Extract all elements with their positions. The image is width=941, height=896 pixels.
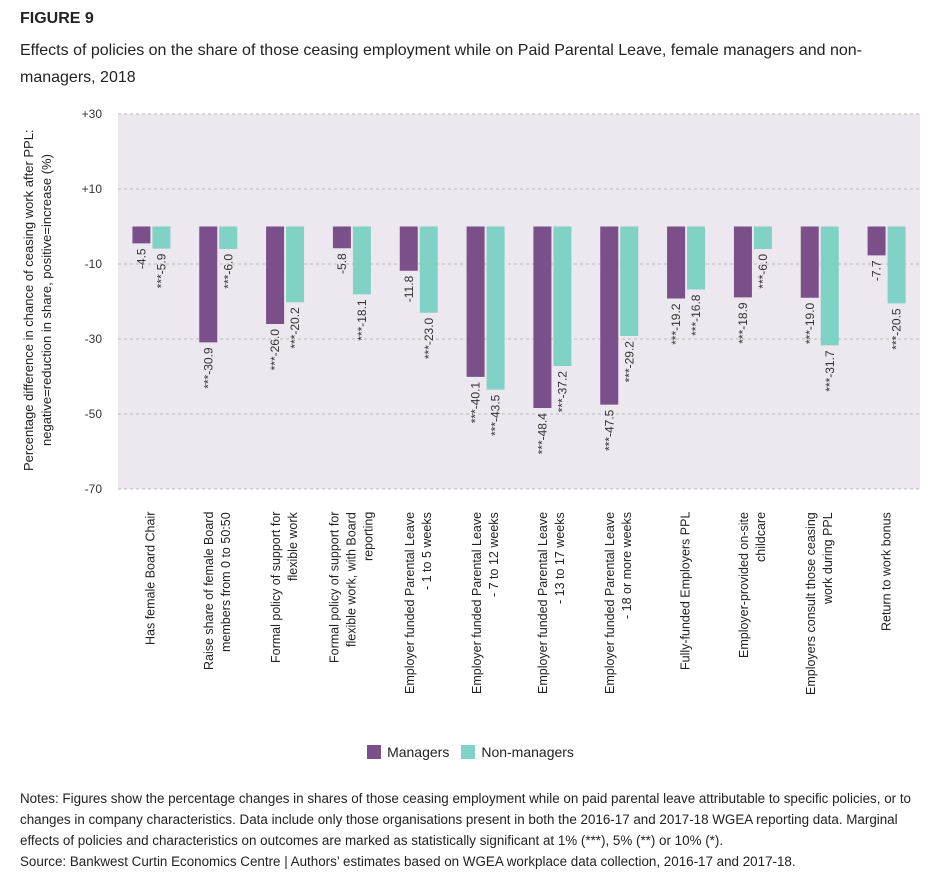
- value-label: -4.5: [134, 248, 148, 269]
- bar: [687, 226, 706, 290]
- value-label: ***-37.2: [555, 371, 569, 413]
- bar: [419, 226, 438, 313]
- bar: [887, 226, 906, 304]
- bar: [399, 226, 418, 271]
- notes-text: Notes: Figures show the percentage chang…: [20, 791, 911, 848]
- x-tick-label: Raise share of female Board members from…: [202, 512, 234, 671]
- bar: [620, 226, 639, 336]
- figure-label: FIGURE 9: [20, 10, 94, 27]
- value-label: ***-18.1: [355, 299, 369, 341]
- y-tick-label: -30: [85, 332, 103, 346]
- notes: Notes: Figures show the percentage chang…: [20, 788, 930, 872]
- value-label: ***-23.0: [422, 317, 436, 359]
- value-label: ***-30.9: [201, 347, 215, 389]
- value-label: ***-29.2: [622, 341, 636, 383]
- legend-swatch: [367, 745, 382, 759]
- bar: [199, 226, 218, 343]
- bar: [753, 226, 772, 249]
- value-label: ***-20.5: [890, 308, 904, 350]
- x-tick-label: Employers consult those ceasing work dur…: [803, 512, 835, 695]
- y-tick-label: +10: [82, 182, 103, 196]
- y-tick-label: -70: [85, 482, 103, 496]
- bar: [486, 226, 505, 390]
- bar: [332, 226, 351, 249]
- x-tick-label: Has female Board Chair: [143, 512, 158, 646]
- bar: [132, 226, 151, 244]
- x-tick-label: Formal policy of support for flexible wo…: [327, 512, 376, 664]
- legend-item: Non-managers: [461, 744, 574, 760]
- chart: +30 +10 -10 -30 -50 -70 -4.5 ***-30.9 ***-26.0 -5…: [82, 107, 920, 496]
- bar: [553, 226, 572, 366]
- x-tick-label: Fully-funded Employers PPL: [678, 512, 693, 671]
- value-label: ***-40.1: [469, 382, 483, 424]
- value-label: ***-6.0: [756, 254, 770, 289]
- bar: [800, 226, 819, 298]
- value-label: ***-19.0: [803, 302, 817, 344]
- value-label: ***-26.0: [268, 329, 282, 371]
- bar: [820, 226, 839, 346]
- value-label: ***-48.4: [535, 413, 549, 455]
- value-label: -11.8: [402, 275, 416, 302]
- value-label: ***-18.9: [736, 302, 750, 344]
- value-label: ***-31.7: [823, 350, 837, 392]
- y-tick-label: +30: [82, 107, 103, 121]
- legend: Managers Non-managers: [0, 744, 941, 762]
- chart-title: Effects of policies on the share of thos…: [20, 42, 862, 86]
- bar: [466, 226, 485, 377]
- bar: [266, 226, 285, 324]
- y-tick-label: -10: [85, 257, 103, 271]
- value-label: ***-19.2: [669, 303, 683, 345]
- value-label: ***-47.5: [602, 409, 616, 451]
- legend-item: Managers: [367, 744, 449, 760]
- bar: [286, 226, 305, 303]
- bar: [152, 226, 171, 249]
- x-tick-label: Employer funded Parental Leave - 18 or m…: [603, 512, 635, 695]
- bar: [667, 226, 686, 299]
- legend-label: Managers: [387, 744, 450, 760]
- y-axis-title: Percentage difference in chance of ceasi…: [21, 129, 54, 471]
- x-tick-label: Employer funded Parental Leave - 13 to 1…: [536, 512, 568, 695]
- plot-background: [118, 114, 920, 489]
- legend-label: Non-managers: [481, 744, 574, 760]
- bar: [533, 226, 552, 408]
- value-label: ***-6.0: [221, 254, 235, 289]
- bar: [352, 226, 371, 295]
- bar: [867, 226, 886, 256]
- value-label: ***-20.2: [288, 307, 302, 349]
- value-label: -5.8: [335, 253, 349, 274]
- bar: [600, 226, 619, 405]
- value-label: ***-16.8: [689, 294, 703, 336]
- y-tick-label: -50: [85, 407, 103, 421]
- legend-swatch: [461, 745, 476, 759]
- bar: [219, 226, 238, 249]
- x-tick-label: Employer-provided on-site childcare: [736, 512, 768, 658]
- value-label: -7.7: [870, 260, 884, 281]
- x-tick-label: Employer funded Parental Leave - 7 to 12…: [469, 512, 501, 695]
- x-tick-label: Employer funded Parental Leave - 1 to 5 …: [402, 512, 434, 695]
- value-label: ***-5.9: [154, 253, 168, 288]
- source-text: Source: Bankwest Curtin Economics Centre…: [20, 854, 796, 869]
- x-tick-label: Return to work bonus: [879, 512, 894, 631]
- value-label: ***-43.5: [489, 394, 503, 436]
- x-tick-label: Formal policy of support for flexible wo…: [269, 512, 301, 664]
- bar: [733, 226, 752, 298]
